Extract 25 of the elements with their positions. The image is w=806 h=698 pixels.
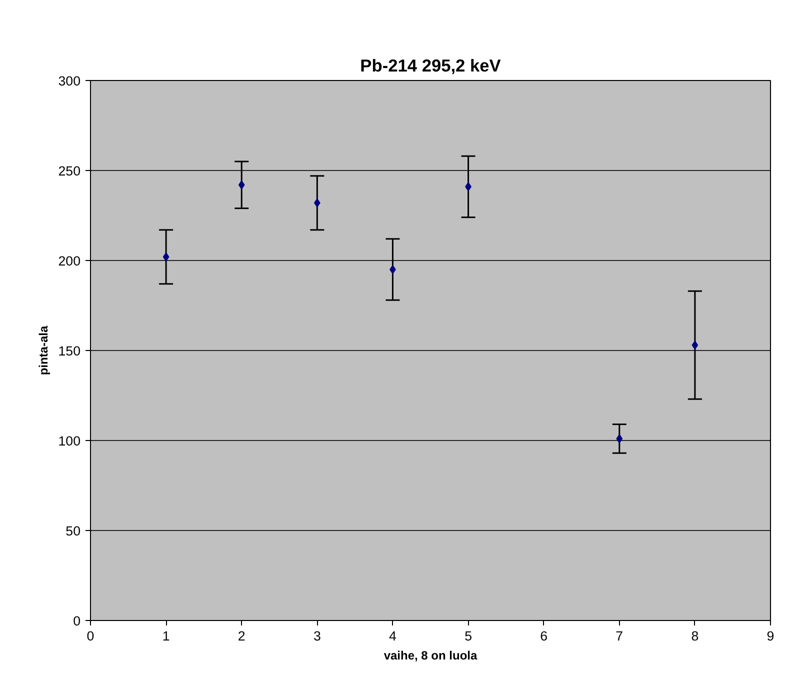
x-tick-label: 0 — [86, 628, 94, 644]
x-tick-label: 8 — [691, 628, 699, 644]
x-tick-label: 3 — [313, 628, 321, 644]
y-tick-label: 50 — [66, 524, 81, 538]
y-tick-label: 200 — [58, 254, 81, 268]
y-tick-label: 300 — [58, 74, 81, 88]
x-axis-title: vaihe, 8 on luola — [384, 648, 478, 662]
y-tick-label: 0 — [73, 614, 81, 628]
x-tick-label: 2 — [238, 628, 246, 644]
y-axis-title: pinta-ala — [36, 326, 50, 376]
point — [162, 252, 170, 262]
x-tick-label: 9 — [766, 628, 774, 644]
chart-title: Pb-214 295,2 keV — [360, 56, 502, 76]
point — [692, 340, 698, 350]
point — [390, 265, 396, 274]
point — [238, 180, 245, 190]
x-tick-label: 6 — [540, 628, 548, 644]
x-tick-label: 4 — [389, 628, 398, 644]
x-tick-label: 7 — [616, 628, 624, 644]
point — [616, 434, 623, 444]
x-tick-label: 1 — [162, 628, 170, 644]
y-tick-label: 100 — [58, 434, 81, 448]
y-tick-label: 250 — [58, 164, 81, 178]
y-tick-label: 150 — [58, 344, 81, 358]
x-tick-label: 5 — [464, 628, 472, 644]
